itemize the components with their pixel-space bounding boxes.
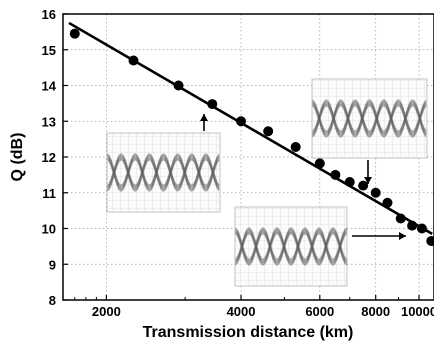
x-tick-label: 6000 <box>305 304 334 319</box>
data-point <box>358 180 369 191</box>
data-point <box>370 187 381 198</box>
y-tick-label: 14 <box>42 79 57 94</box>
x-axis-label: Transmission distance (km) <box>143 324 354 341</box>
y-tick-label: 11 <box>42 186 56 201</box>
x-tick-label: 2000 <box>92 304 121 319</box>
data-point <box>314 158 325 169</box>
eye-diagram-insets <box>106 78 428 287</box>
y-tick-label: 15 <box>42 43 56 58</box>
x-tick-label: 8000 <box>361 304 390 319</box>
data-point <box>416 223 427 234</box>
inset-border <box>311 78 428 159</box>
inset-border <box>234 206 348 287</box>
inset-noise <box>235 207 347 286</box>
data-point <box>395 213 406 224</box>
annotation-arrow <box>200 114 208 131</box>
data-point <box>426 236 434 247</box>
eye-diagram-inset <box>311 78 428 159</box>
annotation-arrows <box>200 114 406 240</box>
data-point <box>382 197 393 208</box>
eye-diagram-inset <box>106 132 221 213</box>
data-point <box>173 80 184 91</box>
data-point <box>407 220 418 231</box>
data-point <box>263 126 274 137</box>
eye-diagram-inset <box>234 206 348 287</box>
data-point <box>344 177 355 188</box>
inset-border <box>106 132 221 213</box>
annotation-arrow <box>352 232 406 240</box>
y-axis-label: Q (dB) <box>9 133 26 182</box>
data-point <box>69 28 80 39</box>
y-tick-label: 8 <box>49 293 56 308</box>
y-tick-label: 16 <box>42 7 56 22</box>
x-tick-label: 10000 <box>401 304 434 319</box>
data-points <box>69 28 434 247</box>
y-tick-label: 13 <box>42 114 56 129</box>
data-point <box>236 116 247 127</box>
data-point <box>128 55 139 66</box>
x-tick-label: 4000 <box>227 304 256 319</box>
y-tick-label: 12 <box>42 150 56 165</box>
inset-noise <box>312 79 427 158</box>
axis-ticks: 8 9 10 11 12 13 14 15 16 2000 4000 6000 8000 10000 <box>42 7 434 319</box>
y-tick-label: 9 <box>49 257 56 272</box>
data-point <box>330 169 341 180</box>
data-point <box>290 141 301 152</box>
data-point <box>207 99 218 110</box>
inset-noise <box>107 133 220 212</box>
annotation-arrow <box>364 160 372 184</box>
y-tick-label: 10 <box>42 222 56 237</box>
